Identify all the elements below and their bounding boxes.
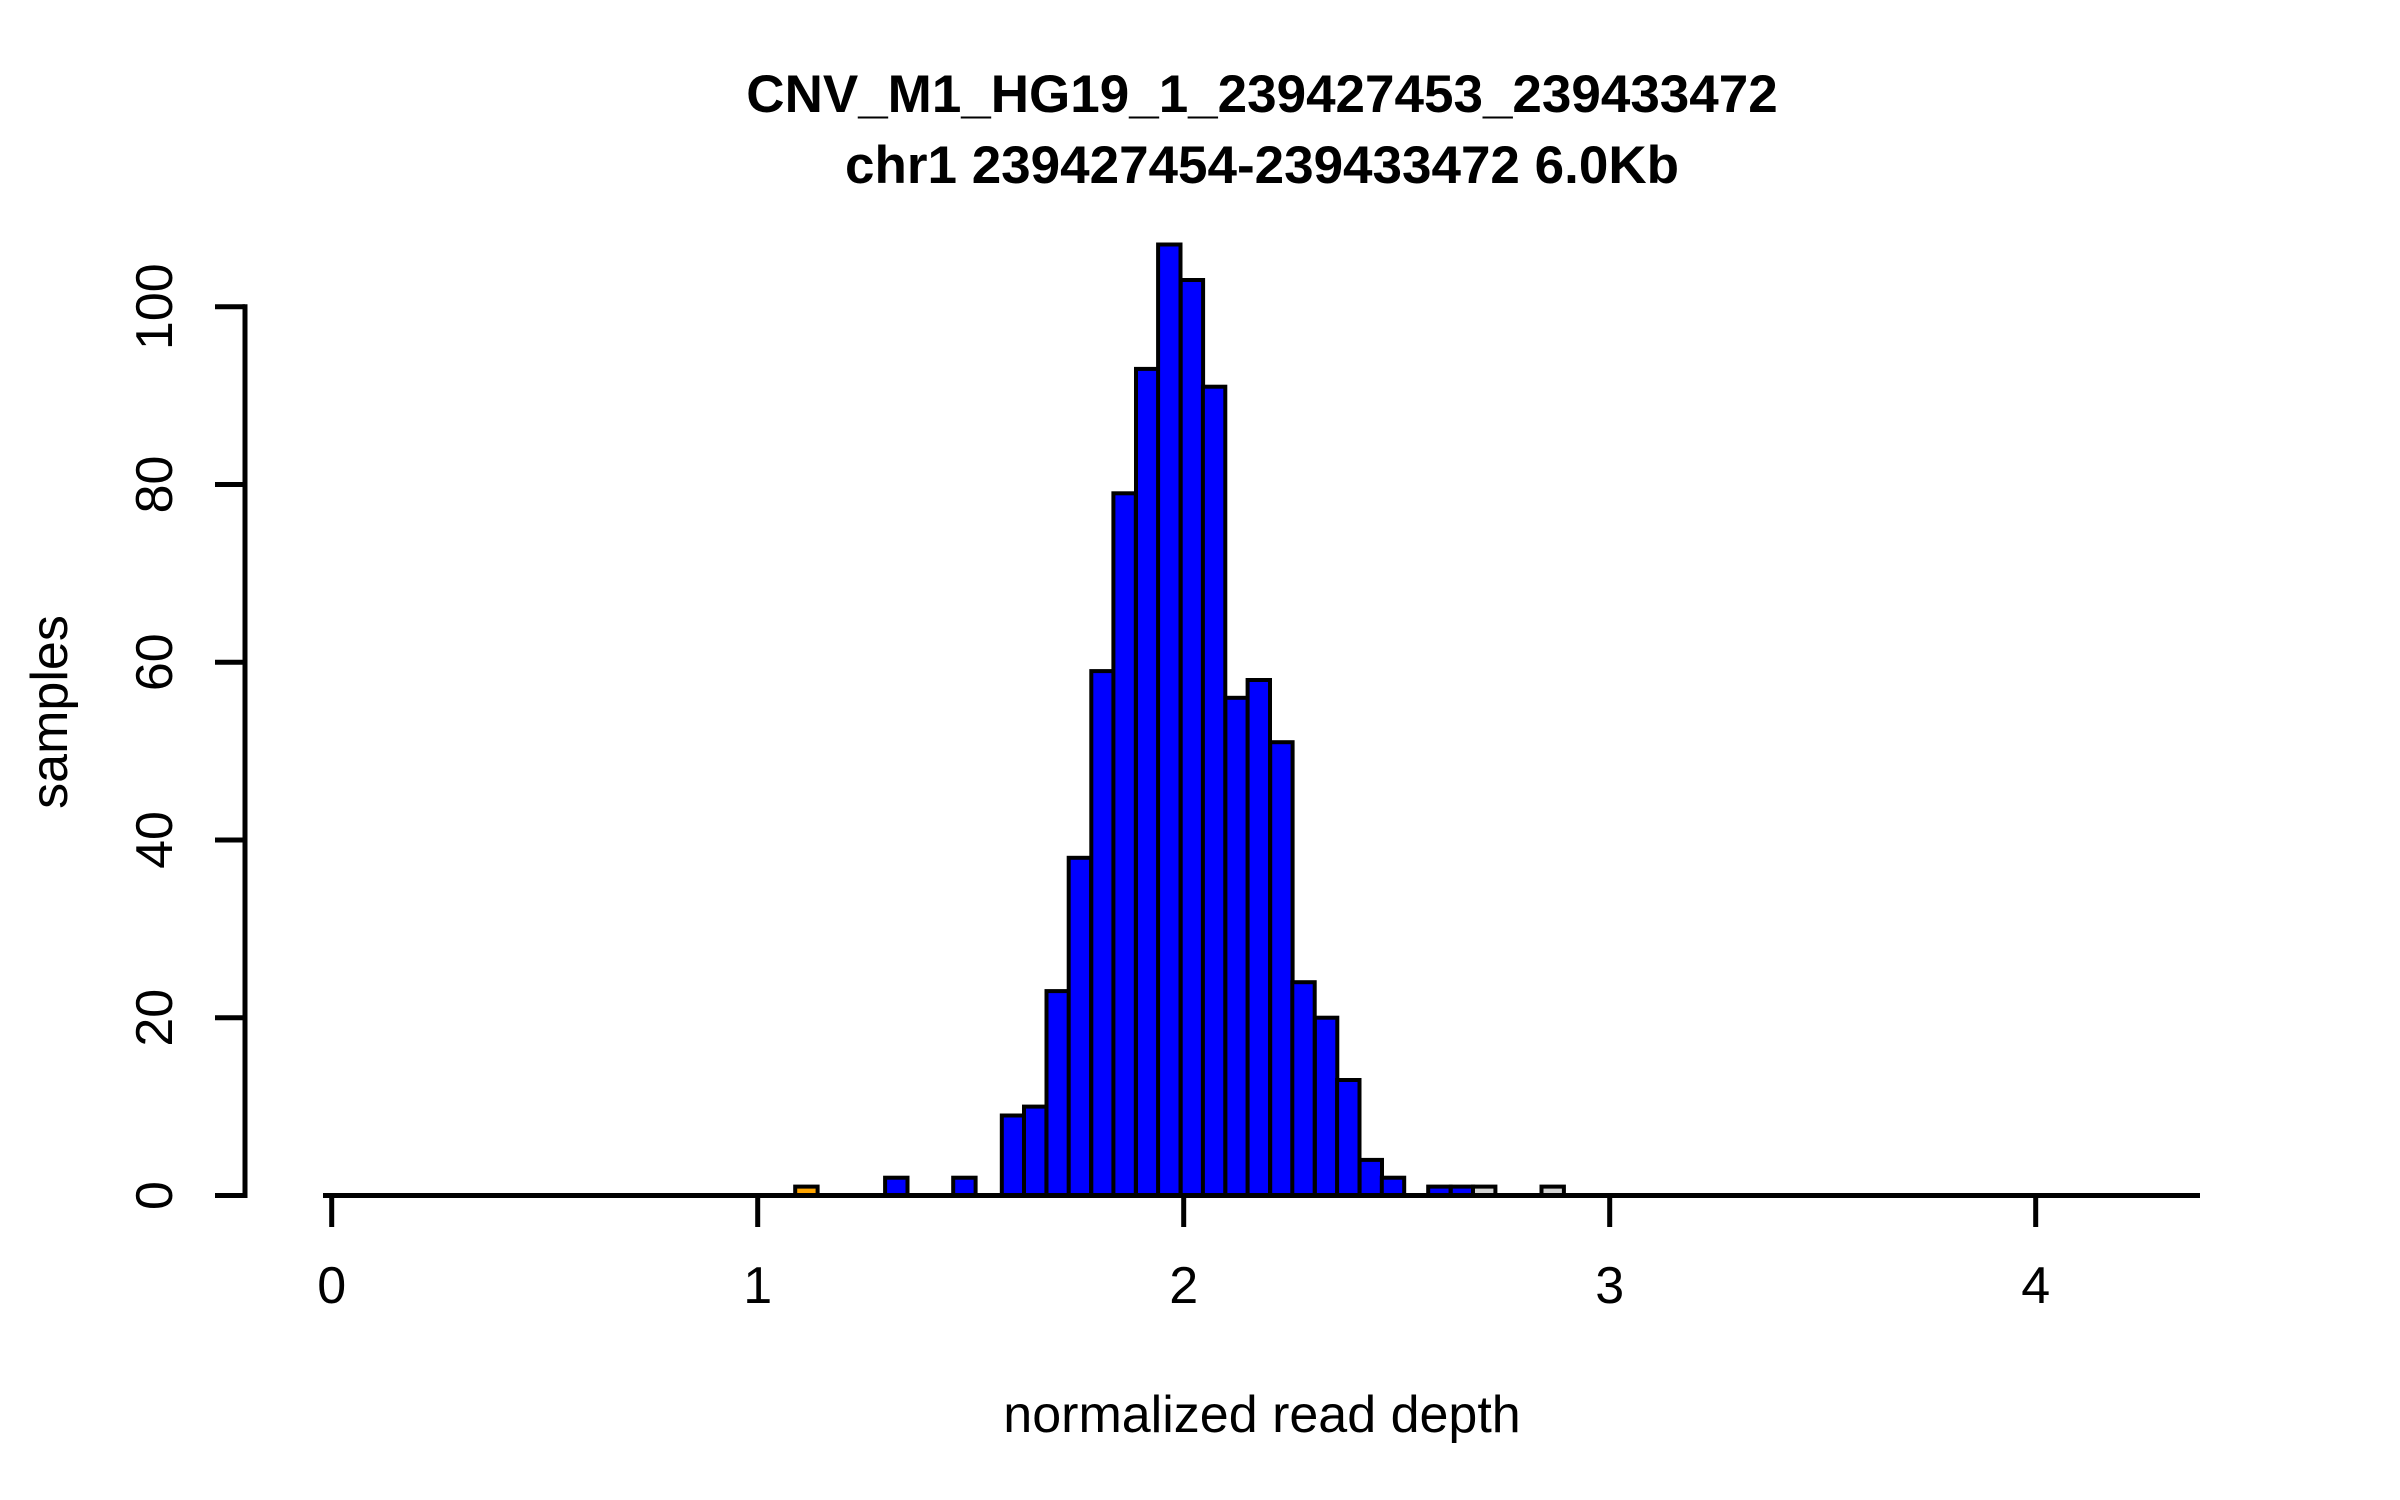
histogram-bar (1022, 1104, 1049, 1198)
y-tick-label: 60 (126, 633, 184, 691)
histogram-bar (1268, 740, 1295, 1198)
histogram-bar (1089, 669, 1116, 1198)
histogram-bar (1111, 491, 1138, 1198)
x-axis-label: normalized read depth (1003, 1386, 1520, 1444)
histogram-bar (1044, 989, 1071, 1198)
x-tick-label: 1 (743, 1257, 772, 1315)
y-tick-label: 40 (126, 811, 184, 869)
x-tick-label: 2 (1169, 1257, 1198, 1315)
histogram-bar (1335, 1078, 1362, 1198)
histogram-bar (999, 1113, 1027, 1198)
histogram-bar (1290, 980, 1317, 1198)
histogram-bar (1134, 366, 1161, 1198)
x-tick-label: 0 (317, 1257, 346, 1315)
y-tick-label: 0 (126, 1181, 184, 1210)
histogram-bar (1066, 855, 1094, 1198)
histogram-bar (1223, 695, 1250, 1198)
histogram-bar (1178, 278, 1206, 1198)
histogram-bar (883, 1175, 910, 1198)
histogram-bar (1379, 1175, 1407, 1198)
y-tick-label: 20 (126, 989, 184, 1047)
chart-title: CNV_M1_HG19_1_239427453_239433472 (746, 65, 1777, 124)
histogram-bar (1245, 678, 1272, 1198)
histogram-bar (1312, 1015, 1340, 1198)
histogram-bar (1200, 384, 1228, 1198)
histogram-bar (1156, 242, 1183, 1198)
histogram-bar (1357, 1157, 1384, 1198)
x-tick-label: 3 (1595, 1257, 1624, 1315)
x-tick-label: 4 (2021, 1257, 2050, 1315)
bars-layer (793, 242, 1566, 1198)
y-tick-label: 80 (126, 456, 184, 514)
chart-subtitle: chr1 239427454-239433472 6.0Kb (845, 136, 1679, 195)
y-tick-label: 100 (126, 263, 184, 350)
histogram-bar (951, 1175, 978, 1198)
y-axis-label: samples (21, 615, 79, 809)
